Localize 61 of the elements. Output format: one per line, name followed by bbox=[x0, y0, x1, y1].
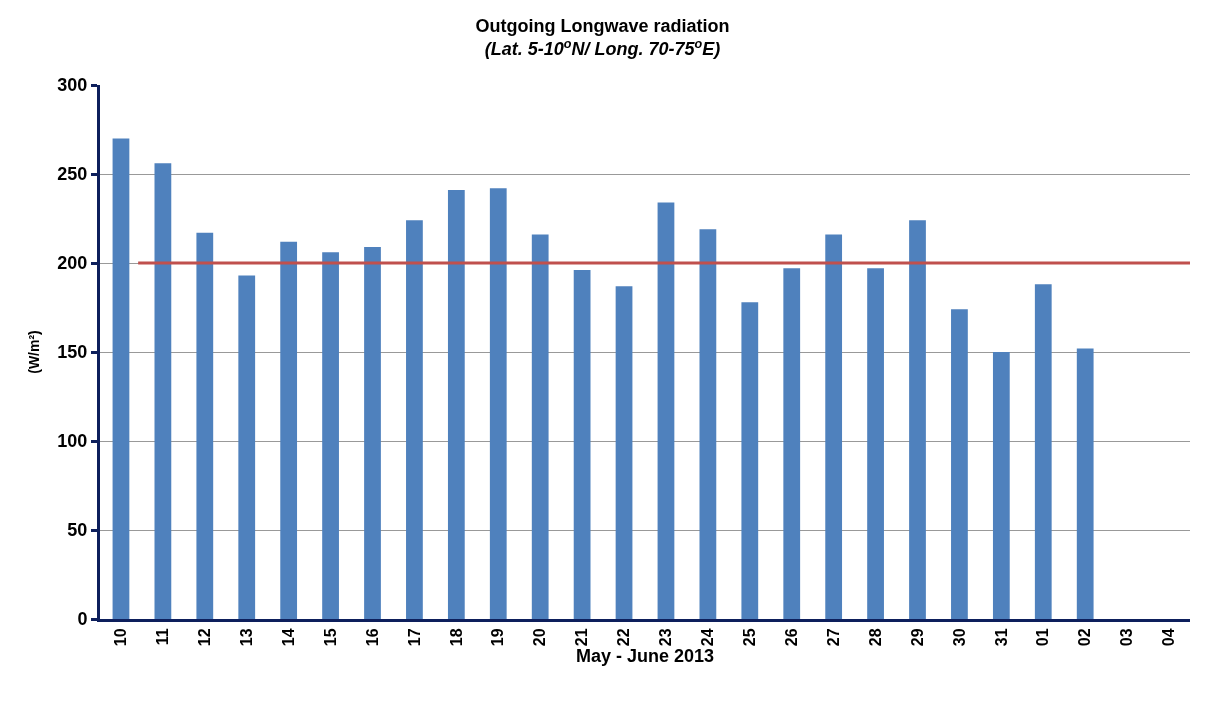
x-tick-label: 15 bbox=[321, 628, 339, 647]
bar bbox=[1076, 348, 1094, 619]
x-tick-label: 17 bbox=[405, 628, 423, 647]
y-tick-label: 200 bbox=[57, 253, 88, 274]
bar bbox=[951, 309, 968, 619]
chart-subtitle: (Lat. 5-10$^{o}$N/ Long. 70-75$^{o}$E) bbox=[484, 36, 721, 60]
x-tick-label: 30 bbox=[950, 628, 968, 647]
y-tick-label: 150 bbox=[57, 342, 88, 363]
x-tick-label: 03 bbox=[1118, 628, 1136, 647]
bar bbox=[489, 188, 507, 619]
bar bbox=[1034, 284, 1052, 619]
x-tick-label: 10 bbox=[112, 628, 130, 647]
bar bbox=[699, 229, 717, 619]
y-tick-label: 50 bbox=[67, 520, 88, 541]
bar bbox=[531, 234, 549, 619]
bar bbox=[196, 232, 214, 619]
bar bbox=[867, 268, 884, 619]
x-tick-label: 13 bbox=[237, 628, 255, 647]
y-tick-label: 300 bbox=[57, 75, 88, 96]
x-tick-label: 24 bbox=[699, 628, 717, 647]
bar bbox=[909, 220, 926, 619]
bar bbox=[322, 252, 339, 619]
y-tick-label: 250 bbox=[57, 164, 88, 185]
x-tick-label: 12 bbox=[196, 628, 214, 647]
bar bbox=[154, 163, 172, 619]
bar bbox=[238, 275, 256, 619]
x-tick-label: 11 bbox=[154, 628, 172, 646]
x-tick-label: 14 bbox=[279, 628, 297, 647]
x-tick-label: 01 bbox=[1034, 628, 1052, 647]
y-axis-title: (W/m²) bbox=[25, 330, 42, 374]
x-tick-label: 16 bbox=[363, 628, 381, 647]
bar bbox=[447, 190, 465, 619]
x-tick-label: 20 bbox=[531, 628, 549, 647]
y-tick-label: 0 bbox=[77, 609, 88, 630]
chart-title: Outgoing Longwave radiation bbox=[475, 15, 730, 36]
bar bbox=[573, 270, 591, 619]
bar bbox=[783, 268, 801, 619]
bar bbox=[280, 241, 298, 619]
x-tick-label: 25 bbox=[741, 628, 759, 647]
x-tick-label: 21 bbox=[573, 628, 591, 647]
bar bbox=[406, 220, 423, 619]
x-tick-label: 04 bbox=[1160, 628, 1178, 647]
bar bbox=[741, 302, 759, 619]
x-tick-label: 29 bbox=[908, 628, 926, 647]
y-tick-label: 100 bbox=[57, 431, 88, 452]
x-tick-label: 31 bbox=[992, 628, 1010, 647]
x-tick-label: 23 bbox=[657, 628, 675, 647]
x-axis-title: May - June 2013 bbox=[575, 646, 715, 667]
bar bbox=[364, 246, 381, 619]
bar bbox=[657, 202, 675, 619]
bar bbox=[615, 286, 633, 619]
x-tick-label: 27 bbox=[824, 628, 842, 647]
bar bbox=[992, 352, 1010, 619]
bar bbox=[825, 234, 843, 619]
bar bbox=[112, 138, 130, 619]
x-tick-label: 02 bbox=[1076, 628, 1094, 647]
x-tick-label: 22 bbox=[615, 628, 633, 647]
x-tick-label: 26 bbox=[782, 628, 800, 647]
x-tick-label: 18 bbox=[447, 628, 465, 647]
x-tick-label: 19 bbox=[489, 628, 507, 647]
x-tick-label: 28 bbox=[866, 628, 884, 647]
